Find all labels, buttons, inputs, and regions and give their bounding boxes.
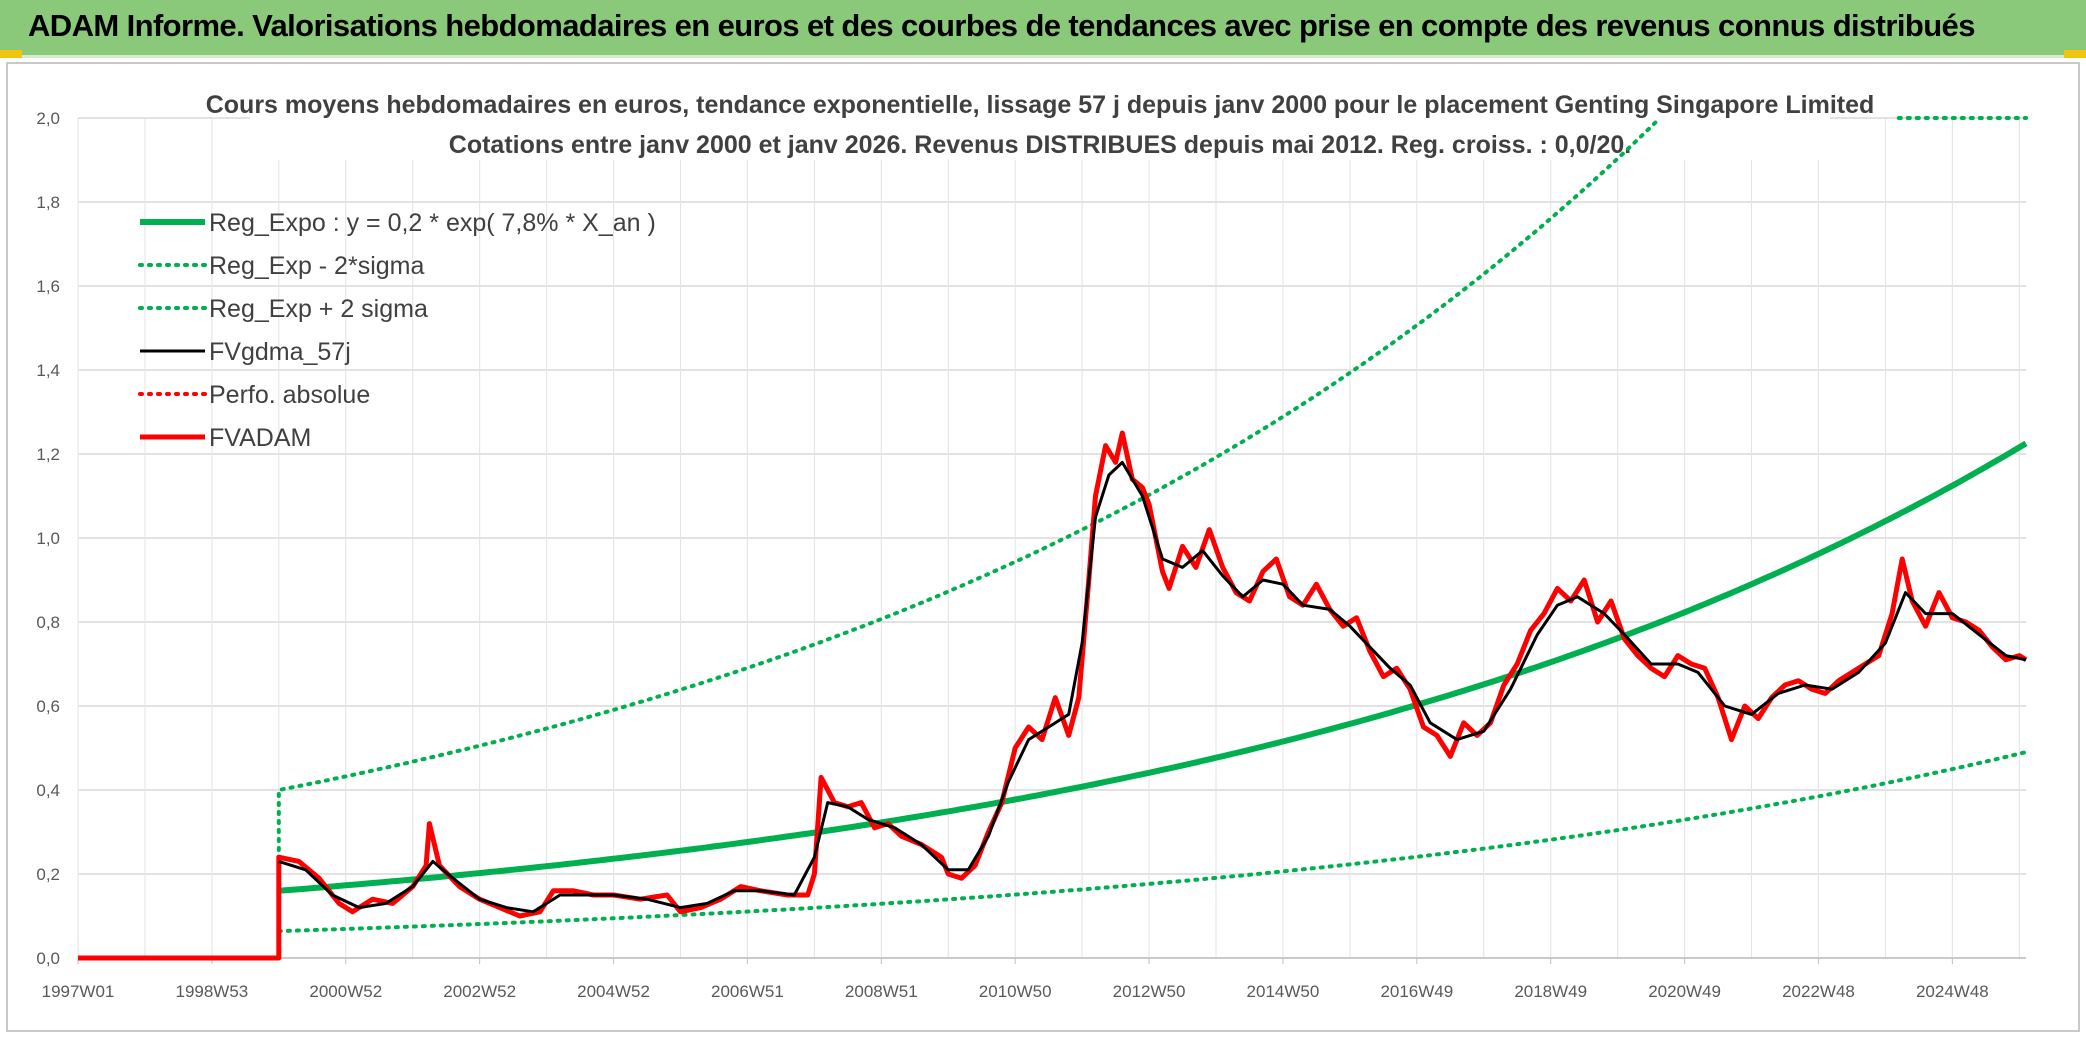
legend-label: FVgdma_57j: [209, 338, 351, 366]
chart-title-line1: Cours moyens hebdomadaires en euros, ten…: [206, 91, 1875, 119]
y-axis: 0,0 0,2 0,4 0,6 0,8 1,0 1,2 1,4 1,6 1,8 2,0: [36, 109, 60, 968]
y-tick-label: 0,2: [36, 865, 60, 884]
x-tick-label: 1997W01: [42, 982, 115, 1001]
grid: [77, 117, 2026, 959]
title-bar-accent-right: [2064, 50, 2086, 58]
legend-label: Reg_Exp - 2*sigma: [209, 252, 424, 280]
legend-label: Reg_Exp + 2 sigma: [209, 295, 428, 323]
y-tick-label: 1,8: [36, 193, 60, 212]
chart-title-line2: Cotations entre janv 2000 et janv 2026. …: [449, 131, 1631, 159]
legend: Reg_Expo : y = 0,2 * exp( 7,8% * X_an ) R…: [138, 209, 656, 452]
x-tick-label: 2010W50: [979, 982, 1052, 1001]
y-tick-label: 0,6: [36, 697, 60, 716]
x-tick-label: 2024W48: [1916, 982, 1989, 1001]
x-tick-label: 2000W52: [309, 982, 382, 1001]
fvadam-line: [78, 430, 2028, 961]
legend-label: Perfo. absolue: [209, 381, 370, 409]
x-tick-label: 2006W51: [711, 982, 784, 1001]
x-tick-label: 2022W48: [1782, 982, 1855, 1001]
y-tick-label: 1,6: [36, 277, 60, 296]
y-tick-label: 1,4: [36, 361, 60, 380]
y-tick-label: 0,8: [36, 613, 60, 632]
reg-expo-line: [278, 440, 2028, 894]
x-tick-label: 2002W52: [443, 982, 516, 1001]
legend-label: FVADAM: [209, 424, 311, 452]
series-lines: [78, 116, 2028, 961]
x-tick-label: 2014W50: [1247, 982, 1320, 1001]
x-tick-label: 2004W52: [577, 982, 650, 1001]
x-tick-label: 1998W53: [175, 982, 248, 1001]
x-tick-label: 2018W49: [1514, 982, 1587, 1001]
fvgdma-57j-line: [278, 460, 2027, 914]
title-bar-accent-left: [0, 50, 22, 58]
y-tick-label: 2,0: [36, 109, 60, 128]
y-tick-label: 1,2: [36, 445, 60, 464]
legend-label: Reg_Expo : y = 0,2 * exp( 7,8% * X_an ): [209, 209, 656, 237]
x-tick-label: 2020W49: [1648, 982, 1721, 1001]
x-tick-label: 2016W49: [1380, 982, 1453, 1001]
y-tick-label: 0,4: [36, 781, 60, 800]
y-tick-label: 1,0: [36, 529, 60, 548]
x-tick-label: 2008W51: [845, 982, 918, 1001]
report-title: ADAM Informe. Valorisations hebdomadaire…: [28, 8, 1975, 43]
x-axis: 1997W01 1998W53 2000W52 2002W52 2004W52 2006W…: [42, 958, 1989, 1001]
y-tick-label: 0,0: [36, 949, 60, 968]
reg-exp-minus-2sigma-line: [276, 750, 2028, 960]
x-tick-label: 2012W50: [1113, 982, 1186, 1001]
title-bar: ADAM Informe. Valorisations hebdomadaire…: [0, 0, 2086, 58]
subtitle-background: [250, 82, 1830, 160]
reg-exp-plus-2sigma-line: [276, 118, 1660, 960]
